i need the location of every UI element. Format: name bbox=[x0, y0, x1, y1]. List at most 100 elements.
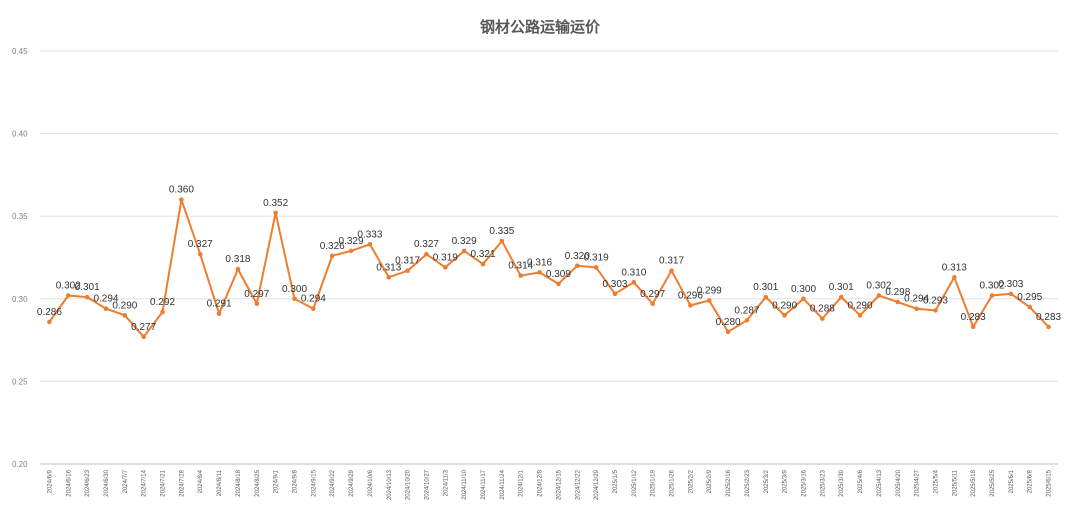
data-point bbox=[84, 294, 90, 300]
x-tick-label: 2025/1/19 bbox=[651, 469, 657, 496]
data-point bbox=[197, 251, 203, 257]
data-point bbox=[141, 334, 146, 340]
x-tick-label: 2024/8/18 bbox=[236, 469, 242, 496]
data-point bbox=[725, 329, 731, 335]
x-tick-label: 2024/12/1 bbox=[519, 469, 525, 496]
x-tick-label: 2024/10/6 bbox=[368, 469, 374, 496]
data-point bbox=[461, 248, 467, 254]
x-tick-label: 2025/3/9 bbox=[783, 469, 789, 493]
data-point bbox=[650, 301, 655, 307]
data-label: 0.290 bbox=[112, 300, 137, 311]
data-label: 0.292 bbox=[150, 297, 175, 308]
x-tick-label: 2025/4/27 bbox=[915, 469, 921, 496]
data-label: 0.352 bbox=[263, 198, 288, 209]
x-tick-label: 2024/7/21 bbox=[161, 469, 167, 496]
x-tick-label: 2025/3/23 bbox=[820, 469, 826, 496]
x-tick-label: 2024/12/29 bbox=[594, 469, 600, 500]
data-label: 0.301 bbox=[829, 282, 854, 293]
data-label: 0.326 bbox=[320, 241, 345, 252]
data-point bbox=[348, 248, 354, 254]
data-point bbox=[179, 197, 184, 202]
data-point bbox=[970, 324, 976, 330]
data-point bbox=[386, 275, 392, 280]
x-tick-label: 2025/4/6 bbox=[858, 469, 864, 493]
data-label: 0.294 bbox=[301, 294, 326, 305]
x-tick-label: 2025/4/20 bbox=[896, 469, 902, 496]
data-label: 0.283 bbox=[1036, 312, 1061, 323]
data-point bbox=[47, 319, 52, 325]
data-point bbox=[744, 317, 750, 323]
data-label: 0.360 bbox=[169, 185, 194, 196]
data-point bbox=[103, 306, 109, 312]
data-label: 0.316 bbox=[527, 257, 552, 268]
data-label: 0.291 bbox=[207, 299, 232, 310]
x-tick-label: 2025/6/15 bbox=[1047, 469, 1053, 496]
data-point bbox=[631, 279, 637, 285]
x-tick-label: 2024/9/1 bbox=[274, 469, 280, 493]
data-point bbox=[556, 281, 561, 287]
data-label: 0.313 bbox=[942, 262, 967, 273]
data-point bbox=[329, 253, 335, 259]
data-label: 0.277 bbox=[131, 322, 156, 333]
x-tick-label: 2024/6/16 bbox=[66, 469, 72, 496]
x-tick-label: 2024/12/15 bbox=[556, 469, 562, 500]
x-tick-label: 2025/3/30 bbox=[839, 469, 845, 496]
data-label: 0.302 bbox=[866, 280, 891, 291]
x-tick-label: 2025/5/4 bbox=[933, 469, 939, 493]
data-point bbox=[235, 266, 241, 272]
data-label: 0.297 bbox=[640, 289, 665, 300]
x-tick-label: 2025/4/13 bbox=[877, 469, 883, 496]
data-label: 0.300 bbox=[282, 284, 307, 295]
data-label: 0.299 bbox=[697, 285, 722, 296]
data-point bbox=[292, 296, 297, 302]
x-tick-label: 2024/8/25 bbox=[255, 469, 261, 496]
x-tick-label: 2024/10/13 bbox=[387, 469, 393, 500]
data-label: 0.297 bbox=[244, 289, 269, 300]
data-label: 0.335 bbox=[489, 226, 514, 237]
data-label: 0.283 bbox=[961, 312, 986, 323]
x-tick-label: 2025/2/2 bbox=[688, 469, 694, 493]
data-label: 0.294 bbox=[904, 294, 929, 305]
data-point bbox=[122, 313, 128, 318]
data-point bbox=[1008, 291, 1014, 297]
data-point bbox=[933, 308, 938, 313]
data-point bbox=[801, 296, 806, 302]
data-label: 0.314 bbox=[508, 261, 533, 272]
data-label: 0.309 bbox=[546, 269, 571, 280]
data-label: 0.319 bbox=[584, 252, 609, 263]
data-point bbox=[160, 309, 165, 315]
data-point bbox=[273, 210, 278, 216]
data-point bbox=[518, 273, 524, 278]
data-label: 0.288 bbox=[810, 304, 835, 315]
x-tick-label: 2024/7/28 bbox=[179, 469, 185, 496]
data-label: 0.290 bbox=[848, 300, 873, 311]
data-point bbox=[857, 313, 863, 318]
data-label: 0.327 bbox=[414, 239, 439, 250]
x-tick-label: 2024/11/10 bbox=[462, 469, 468, 499]
data-label: 0.317 bbox=[395, 256, 420, 267]
data-label: 0.333 bbox=[357, 229, 382, 240]
data-point bbox=[669, 268, 674, 274]
data-label: 0.286 bbox=[37, 307, 62, 318]
data-point bbox=[914, 306, 919, 312]
data-point bbox=[952, 275, 957, 280]
data-label: 0.302 bbox=[980, 280, 1005, 291]
x-tick-label: 2024/6/23 bbox=[85, 469, 91, 496]
data-point bbox=[216, 311, 222, 316]
data-point bbox=[1046, 324, 1051, 330]
y-tick-label: 0.30 bbox=[12, 295, 28, 304]
x-tick-label: 2025/6/8 bbox=[1028, 469, 1034, 493]
data-label: 0.287 bbox=[734, 305, 759, 316]
x-tick-label: 2025/1/5 bbox=[613, 469, 619, 493]
data-point bbox=[612, 291, 618, 297]
data-label: 0.303 bbox=[998, 279, 1023, 290]
data-point bbox=[688, 303, 693, 308]
x-tick-label: 2024/9/22 bbox=[330, 469, 336, 496]
x-tick-label: 2024/12/22 bbox=[575, 469, 581, 500]
data-point bbox=[254, 301, 260, 307]
data-label: 0.321 bbox=[471, 249, 496, 260]
data-label: 0.319 bbox=[433, 252, 458, 263]
x-tick-label: 2024/11/3 bbox=[443, 469, 449, 496]
